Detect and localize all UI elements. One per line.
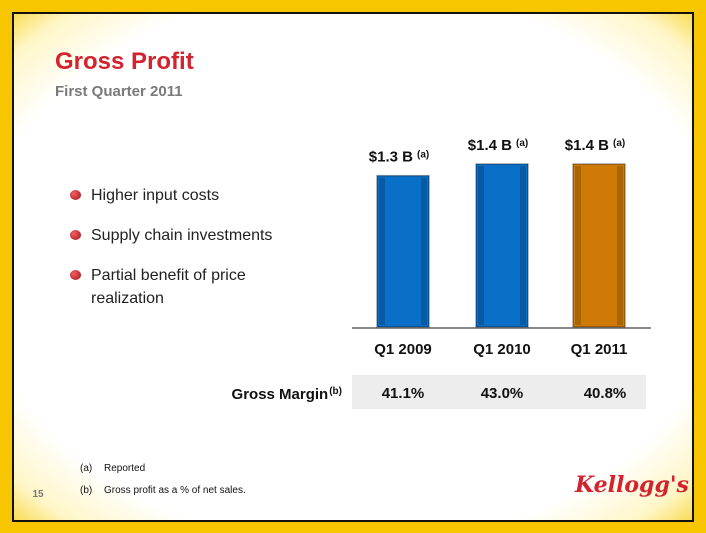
footnote-text: Reported	[104, 463, 145, 474]
margin-label-text: Gross Margin	[232, 386, 329, 403]
margin-band	[352, 375, 646, 409]
margin-value: 40.8%	[584, 385, 627, 402]
bar-shade	[379, 177, 385, 325]
value-text: $1.3 B	[369, 149, 413, 166]
page-number: 15	[32, 489, 44, 500]
value-text: $1.4 B	[565, 137, 609, 154]
value-label: $1.4 B (a)	[468, 137, 528, 154]
value-note: (a)	[613, 138, 625, 149]
bar-shade	[421, 177, 427, 325]
bar	[376, 174, 430, 328]
title: Gross Profit	[55, 48, 194, 75]
value-note: (a)	[516, 138, 528, 149]
value-label: $1.4 B (a)	[565, 137, 625, 154]
bullet: Supply chain investments	[70, 224, 285, 247]
category-label: Q1 2009	[374, 341, 432, 358]
category-label: Q1 2011	[571, 341, 628, 358]
bar-shade	[617, 166, 623, 325]
margin-label-note: (b)	[329, 386, 342, 397]
footnote-text: Gross profit as a % of net sales.	[104, 485, 246, 496]
value-label: $1.3 B (a)	[369, 149, 429, 166]
bar-shade	[575, 166, 581, 325]
category-label: Q1 2010	[473, 341, 531, 358]
bullet: Higher input costs	[70, 184, 285, 207]
bar	[475, 163, 529, 328]
bullet-list: Higher input costs Supply chain investmen…	[70, 184, 285, 327]
margin-label: Gross Margin(b)	[232, 386, 342, 403]
margin-value: 43.0%	[481, 385, 524, 402]
bar-shade	[520, 166, 526, 325]
bar-shade	[478, 166, 484, 325]
value-note: (a)	[417, 150, 429, 161]
footnote-mark: (b)	[80, 485, 92, 496]
subtitle: First Quarter 2011	[55, 83, 183, 100]
footnote-mark: (a)	[80, 463, 92, 474]
margin-value: 41.1%	[382, 385, 425, 402]
value-text: $1.4 B	[468, 137, 512, 154]
logo: Kellogg's	[574, 472, 689, 498]
bullet: Partial benefit of price realization	[70, 264, 285, 310]
bar	[572, 163, 626, 328]
